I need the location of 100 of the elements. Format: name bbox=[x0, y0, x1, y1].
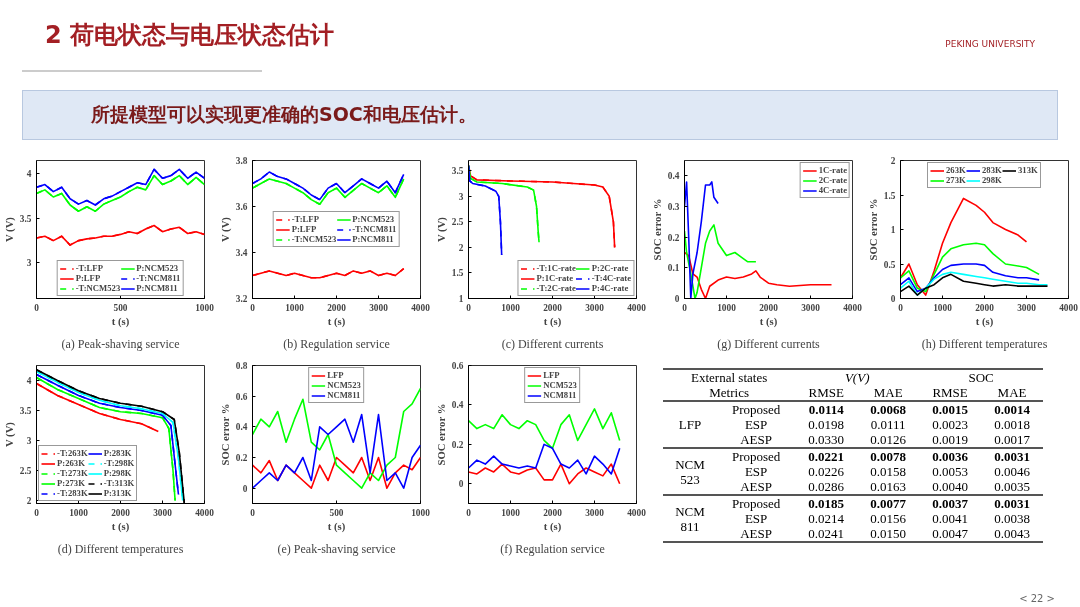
y-axis-title: V (V) bbox=[435, 216, 448, 243]
legend-label: 1C-rate bbox=[818, 165, 847, 175]
x-tick-label: 2000 bbox=[759, 302, 779, 313]
line-series bbox=[252, 456, 421, 489]
y-tick-label: 2 bbox=[26, 496, 32, 506]
legend-label: -T:1C-rate bbox=[536, 263, 576, 273]
category-label: RMSE bbox=[807, 385, 845, 401]
x-tick-label: 1000 bbox=[501, 302, 521, 313]
x-tick-label: 3000 bbox=[153, 507, 173, 518]
y-tick-label: 3 bbox=[26, 258, 32, 269]
x-tick-label: 1000 bbox=[933, 302, 953, 313]
line-series bbox=[900, 263, 1040, 293]
text: 0.0198 bbox=[808, 417, 845, 432]
line-series bbox=[468, 463, 621, 485]
legend-label: -T:LFP bbox=[75, 263, 103, 273]
legend-label: -T:273K bbox=[57, 468, 88, 478]
legend-label: NCM523 bbox=[327, 380, 361, 390]
y-tick-label: 3.6 bbox=[235, 202, 248, 212]
x-axis-title: t (s) bbox=[327, 315, 346, 328]
x-tick-label: 3000 bbox=[585, 507, 605, 518]
category-label: MAE bbox=[872, 385, 904, 401]
category-label: ESP bbox=[744, 417, 768, 432]
y-tick-label: 2 bbox=[890, 156, 896, 166]
text: 0.0015 bbox=[932, 402, 968, 417]
x-tick-label: 0 bbox=[682, 302, 688, 313]
x-tick-label: 0 bbox=[34, 507, 40, 518]
y-axis-title: SOC error % bbox=[219, 403, 231, 466]
legend-label: 263K bbox=[946, 165, 966, 175]
legend-label: -T:313K bbox=[103, 478, 135, 488]
y-tick-label: 0.4 bbox=[235, 422, 248, 433]
legend-label: LFP bbox=[543, 370, 561, 380]
text: 0.0330 bbox=[808, 432, 845, 447]
legend-label: P:LFP bbox=[75, 273, 101, 283]
legend-label: P:NCM523 bbox=[352, 214, 395, 224]
y-tick-label: 3.5 bbox=[19, 406, 32, 416]
x-tick-label: 0 bbox=[250, 302, 256, 313]
y-tick-label: 4 bbox=[26, 376, 32, 386]
x-axis-title: t (s) bbox=[111, 315, 130, 328]
text: (a) Peak-shaving service bbox=[61, 336, 180, 351]
x-tick-label: 4000 bbox=[627, 507, 647, 518]
x-tick-label: 0 bbox=[466, 507, 472, 518]
legend-label: -T:LFP bbox=[291, 214, 319, 224]
legend-label: -T:283K bbox=[57, 488, 88, 498]
text: 0.0150 bbox=[870, 526, 907, 541]
y-tick-label: 0.8 bbox=[235, 361, 248, 371]
line-series bbox=[684, 251, 833, 299]
legend-label: P:273K bbox=[57, 478, 85, 488]
legend-label: P:283K bbox=[103, 448, 132, 458]
legend-label: 283K bbox=[982, 165, 1002, 175]
y-tick-label: 1 bbox=[458, 294, 464, 304]
x-tick-label: 1000 bbox=[195, 302, 215, 313]
text: 0.0126 bbox=[870, 432, 907, 447]
category-label: Proposed bbox=[731, 402, 781, 417]
y-tick-label: 0.2 bbox=[667, 232, 680, 243]
legend-label: -T:NCM811 bbox=[136, 273, 181, 283]
x-tick-label: 2000 bbox=[111, 507, 131, 518]
y-tick-label: 2 bbox=[458, 242, 464, 253]
text: V(V) bbox=[844, 370, 870, 385]
y-tick-label: 0.5 bbox=[883, 259, 896, 270]
y-tick-label: 0 bbox=[242, 483, 248, 494]
text: 0.0031 bbox=[994, 496, 1030, 511]
x-axis-title: t (s) bbox=[111, 520, 130, 533]
category-label: Proposed bbox=[731, 449, 781, 464]
x-axis-title: t (s) bbox=[759, 315, 778, 328]
category-label: RMSE bbox=[931, 385, 969, 401]
line-series bbox=[252, 387, 421, 489]
line-series bbox=[252, 413, 421, 489]
text: 0.0078 bbox=[870, 449, 907, 464]
legend-label: -T:NCM523 bbox=[291, 234, 337, 244]
y-tick-label: 1.5 bbox=[883, 190, 896, 201]
text: 0.0036 bbox=[932, 449, 968, 464]
y-tick-label: 4 bbox=[26, 169, 32, 180]
y-axis-title: V (V) bbox=[3, 216, 16, 243]
text: 0.0014 bbox=[994, 402, 1030, 417]
x-tick-label: 2000 bbox=[543, 302, 563, 313]
text: 0.0163 bbox=[870, 479, 907, 494]
text: (f) Regulation service bbox=[500, 541, 605, 556]
text: External states bbox=[690, 369, 769, 385]
text: 0.0185 bbox=[808, 496, 845, 511]
category-label: ESP bbox=[744, 511, 768, 526]
text: 所提模型可以实现更准确的SOC和电压估计。 bbox=[22, 90, 1058, 140]
y-tick-label: 3 bbox=[458, 191, 464, 202]
x-tick-label: 3000 bbox=[369, 302, 389, 313]
x-tick-label: 0 bbox=[898, 302, 904, 313]
text: Metrics bbox=[708, 385, 750, 401]
text: 0.0046 bbox=[994, 464, 1030, 479]
y-tick-label: 0.6 bbox=[451, 361, 464, 371]
line-series bbox=[900, 242, 1040, 293]
line-series bbox=[468, 443, 621, 475]
text: PEKING UNIVERSITY bbox=[945, 37, 1036, 51]
text: 0.0031 bbox=[994, 449, 1030, 464]
x-tick-label: 1000 bbox=[69, 507, 89, 518]
text: 0.0023 bbox=[932, 417, 968, 432]
y-axis-title: V (V) bbox=[3, 421, 16, 448]
x-tick-label: 4000 bbox=[1059, 302, 1079, 313]
text: 0.0068 bbox=[870, 402, 907, 417]
text: 0.0214 bbox=[808, 511, 845, 526]
y-axis-title: SOC error % bbox=[435, 403, 447, 466]
legend-label: 313K bbox=[1018, 165, 1038, 175]
text: 0.0241 bbox=[808, 526, 845, 541]
